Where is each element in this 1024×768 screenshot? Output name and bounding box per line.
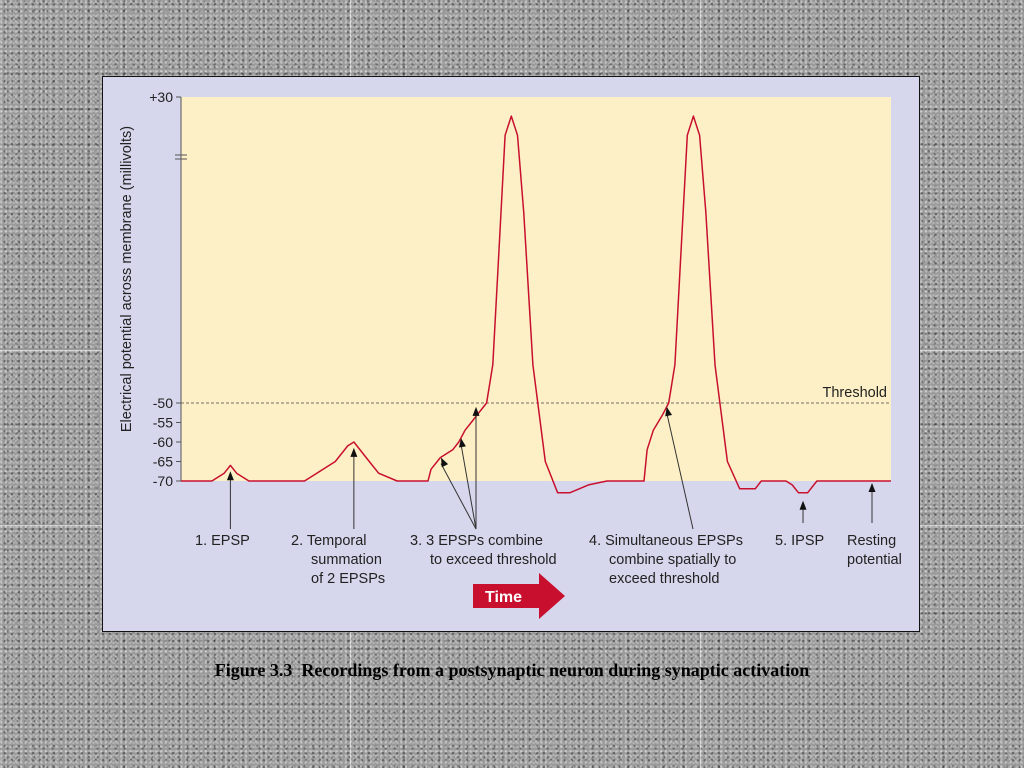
- event-label-line: potential: [847, 552, 902, 568]
- event-label: 1. EPSP: [195, 533, 250, 549]
- event-label: 2. Temporal summation of 2 EPSPs: [291, 533, 385, 587]
- y-tick-label: -55: [153, 415, 173, 431]
- event-arrow: [666, 412, 694, 530]
- event-label-line: 5. IPSP: [775, 533, 824, 549]
- event-arrowhead: [665, 406, 673, 417]
- event-label-line: exceed threshold: [609, 571, 719, 587]
- event-label-line: to exceed threshold: [430, 552, 557, 568]
- membrane-potential-trace: [181, 115, 891, 494]
- event-arrowhead: [350, 447, 358, 457]
- figure-caption: Figure 3.3 Recordings from a postsynapti…: [214, 660, 810, 680]
- y-tick-label: -60: [153, 434, 173, 450]
- event-arrowhead: [868, 483, 876, 492]
- event-label: 5. IPSP: [775, 533, 824, 549]
- event-label-line: 1. EPSP: [195, 533, 250, 549]
- time-arrow: [473, 573, 565, 619]
- y-tick-label: -70: [153, 473, 173, 489]
- plot-area: [181, 97, 891, 481]
- threshold-label: Threshold: [823, 385, 887, 401]
- event-label-line: 3. 3 EPSPs combine: [410, 533, 543, 549]
- event-arrow: [460, 444, 477, 530]
- y-tick-label: +30: [149, 89, 173, 105]
- event-arrowhead: [799, 500, 807, 510]
- y-axis-title: Electrical potential across membrane (mi…: [119, 126, 135, 432]
- y-tick-label: -50: [153, 395, 173, 411]
- y-tick-label: -65: [153, 454, 173, 470]
- event-arrow: [440, 463, 477, 530]
- figure-panel: +30 -50 -55 -60 -65 -70 Electrical potential a…: [102, 76, 920, 632]
- event-label-line: Resting: [847, 533, 896, 549]
- event-label: Resting potential: [847, 533, 902, 568]
- chart: +30 -50 -55 -60 -65 -70 Electrical potential a…: [119, 89, 902, 619]
- event-label-line: combine spatially to: [609, 552, 736, 568]
- event-arrowhead: [441, 457, 449, 468]
- event-arrowhead: [226, 471, 234, 481]
- event-label-line: 2. Temporal: [291, 533, 367, 549]
- time-arrow-label: Time: [485, 589, 522, 606]
- event-label: 3. 3 EPSPs combine to exceed threshold: [410, 533, 557, 568]
- event-arrowhead: [459, 438, 466, 448]
- event-label-line: summation: [311, 552, 382, 568]
- event-label-line: 4. Simultaneous EPSPs: [589, 533, 743, 549]
- event-label-line: of 2 EPSPs: [311, 571, 385, 587]
- event-arrowhead: [472, 406, 480, 416]
- event-label: 4. Simultaneous EPSPs combine spatially t…: [589, 533, 743, 587]
